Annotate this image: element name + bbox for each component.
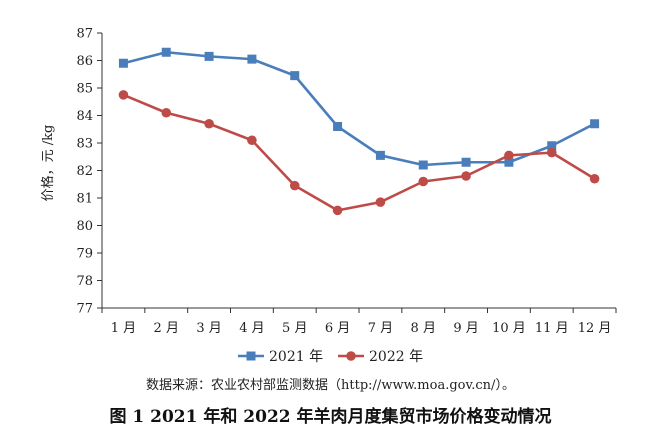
series-line [122,93,596,212]
y-tick-label: 78 [76,274,93,289]
y-tick-label: 83 [76,137,93,152]
data-point [332,205,343,216]
data-point [589,173,600,184]
data-point [461,171,471,181]
legend-label: 2021 年 [269,349,323,365]
data-point [461,157,471,167]
data-point [418,160,428,170]
data-point [161,47,171,57]
y-tick-label: 87 [76,27,93,42]
data-point [204,51,214,61]
y-tick-label: 81 [76,192,93,207]
figure-caption: 图 1 2021 年和 2022 年羊肉月度集贸市场价格变动情况 [109,407,552,427]
legend-item: 2022 年 [338,349,423,365]
x-axis-ticks: 1 月 2 月 3 月 4 月 5 月 6 月 7 月 8 月 9 月 10 月 11 月 12 月 [101,308,617,336]
data-point [204,118,214,129]
source-note: 数据来源：农业农村部监测数据（http://www.moa.gov.cn/）。 [146,378,515,393]
legend: 2021 年 2022 年 [238,349,423,365]
series-1 [118,47,600,170]
y-tick-label: 79 [76,247,93,262]
data-point [546,147,557,158]
data-point [590,119,600,129]
y-tick-label: 85 [76,82,93,97]
x-tick-label: 1 月 [111,321,136,336]
data-point [333,122,343,131]
data-point [375,150,385,160]
x-tick-label: 2 月 [154,321,179,336]
x-tick-label: 7 月 [368,321,393,336]
x-tick-label: 4 月 [239,321,264,336]
chart-axes [101,33,616,309]
data-point [161,107,172,118]
data-point [247,54,257,64]
y-tick-label: 82 [76,164,93,179]
legend-marker [346,351,356,361]
x-tick-label: 10 月 [492,321,526,336]
data-point [375,197,386,207]
y-tick-label: 86 [76,54,93,69]
data-point [290,71,300,81]
x-tick-label: 3 月 [196,321,221,336]
legend-label: 2022 年 [369,349,423,365]
legend-item: 2021 年 [238,349,323,365]
series-line [123,50,596,167]
y-axis-ticks: 77 78 79 80 81 82 83 84 85 86 87 [76,27,102,317]
y-tick-label: 77 [76,302,93,317]
x-tick-label: 9 月 [453,321,478,336]
data-point [418,176,429,187]
data-point [247,135,257,146]
data-point [504,157,514,167]
data-point [547,141,557,151]
x-tick-label: 6 月 [325,321,350,336]
data-point [118,58,128,68]
data-point [504,150,514,161]
x-tick-label: 12 月 [578,321,612,336]
x-tick-label: 11 月 [535,321,569,336]
data-point [118,90,129,100]
x-tick-label: 8 月 [411,321,436,336]
y-tick-label: 80 [76,219,93,234]
series-2 [118,90,600,216]
data-point [289,180,300,191]
x-tick-label: 5 月 [282,321,307,336]
y-axis-label: 价格，元 /kg [40,125,56,202]
series-layer [118,47,600,216]
line-chart: 77 78 79 80 81 82 83 84 85 86 87 1 月 2 月 3 月 4 月 5 月 6 … [40,27,617,365]
legend-marker [246,351,256,361]
y-tick-label: 84 [76,109,93,124]
